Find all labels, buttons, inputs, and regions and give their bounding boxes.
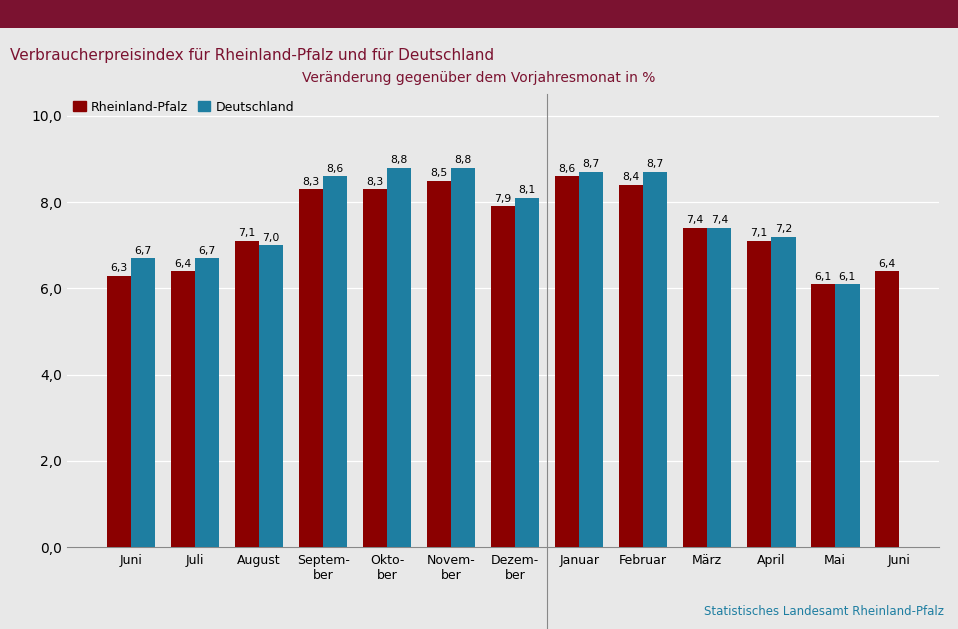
Text: 6,3: 6,3: [110, 263, 127, 273]
Bar: [515, 198, 539, 547]
Text: 7,1: 7,1: [750, 228, 767, 238]
Bar: [299, 189, 323, 547]
Text: 8,8: 8,8: [391, 155, 408, 165]
Text: 6,4: 6,4: [878, 259, 896, 269]
Text: Veränderung gegenüber dem Vorjahresmonat in %: Veränderung gegenüber dem Vorjahresmonat…: [303, 71, 655, 85]
Text: Verbraucherpreisindex für Rheinland-Pfalz und für Deutschland: Verbraucherpreisindex für Rheinland-Pfal…: [10, 48, 493, 63]
Text: 7,4: 7,4: [711, 216, 728, 225]
Text: 6,7: 6,7: [134, 246, 151, 255]
Legend: Rheinland-Pfalz, Deutschland: Rheinland-Pfalz, Deutschland: [74, 101, 294, 114]
Bar: [323, 176, 348, 547]
Bar: [771, 237, 795, 547]
Bar: [875, 271, 900, 547]
Bar: [810, 284, 835, 547]
Bar: [580, 172, 604, 547]
Bar: [643, 172, 668, 547]
Text: Statistisches Landesamt Rheinland-Pfalz: Statistisches Landesamt Rheinland-Pfalz: [703, 604, 944, 618]
Text: 8,6: 8,6: [327, 164, 344, 174]
Text: 8,8: 8,8: [455, 155, 472, 165]
Bar: [555, 176, 580, 547]
Text: 7,4: 7,4: [686, 216, 703, 225]
Text: 8,5: 8,5: [430, 168, 447, 178]
Text: 7,1: 7,1: [239, 228, 256, 238]
Bar: [106, 276, 131, 547]
Text: 8,7: 8,7: [582, 159, 600, 169]
Bar: [619, 185, 643, 547]
Bar: [195, 259, 219, 547]
Text: 7,2: 7,2: [775, 224, 792, 234]
Text: 8,1: 8,1: [518, 186, 536, 195]
Text: 8,4: 8,4: [623, 172, 640, 182]
Bar: [363, 189, 387, 547]
Bar: [683, 228, 707, 547]
Bar: [707, 228, 732, 547]
Text: 8,3: 8,3: [303, 177, 320, 187]
Bar: [835, 284, 859, 547]
Bar: [235, 241, 259, 547]
Bar: [131, 259, 155, 547]
Text: 6,4: 6,4: [174, 259, 192, 269]
Text: 7,9: 7,9: [494, 194, 512, 204]
Bar: [171, 271, 195, 547]
Text: 8,7: 8,7: [647, 159, 664, 169]
Text: 6,7: 6,7: [198, 246, 216, 255]
Bar: [490, 206, 515, 547]
Text: 7,0: 7,0: [262, 233, 280, 243]
Text: 8,3: 8,3: [366, 177, 383, 187]
Bar: [387, 168, 411, 547]
Text: 6,1: 6,1: [839, 272, 856, 282]
Bar: [451, 168, 475, 547]
Bar: [747, 241, 771, 547]
Bar: [259, 245, 284, 547]
Text: 6,1: 6,1: [814, 272, 832, 282]
Text: 8,6: 8,6: [559, 164, 576, 174]
Bar: [426, 181, 451, 547]
